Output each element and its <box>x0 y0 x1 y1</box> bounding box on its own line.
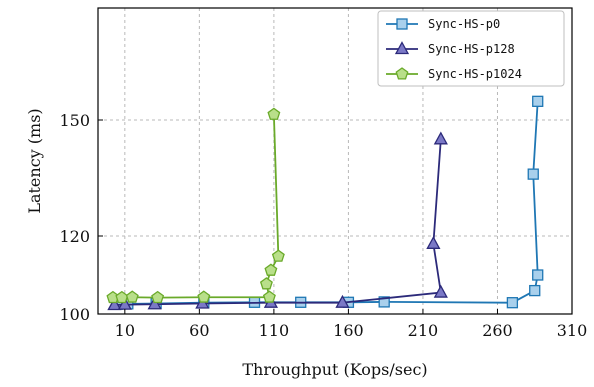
data-point <box>433 131 448 145</box>
data-point <box>107 297 122 311</box>
axis-ticks: 10 60 110 160 210 260 310 100 120 150 <box>59 111 587 340</box>
x-tick-label: 310 <box>557 321 588 340</box>
data-point <box>259 277 273 290</box>
x-tick-label: 110 <box>259 321 290 340</box>
legend-marker <box>394 41 410 55</box>
x-tick-label: 160 <box>333 321 364 340</box>
series-line <box>112 114 280 299</box>
data-point <box>433 284 448 298</box>
plot-frame <box>97 7 573 315</box>
y-tick-label: 150 <box>59 111 90 130</box>
legend: Sync-HS-p0 Sync-HS-p128 Sync-HS-p1024 <box>377 10 565 87</box>
y-tick-label: 120 <box>59 227 90 246</box>
x-tick-label: 10 <box>115 321 135 340</box>
series-line <box>117 101 539 306</box>
data-point <box>529 284 541 297</box>
data-series <box>106 95 544 311</box>
data-point <box>506 297 519 309</box>
data-point <box>378 296 390 308</box>
x-tick-label: 60 <box>189 321 209 340</box>
legend-label: Sync-HS-p0 <box>428 17 500 31</box>
y-tick-label: 100 <box>59 305 90 324</box>
series-sync-hs-p0 <box>111 95 544 310</box>
data-point <box>262 290 276 303</box>
y-axis-label: Latency (ms) <box>25 108 44 213</box>
data-point <box>527 168 539 180</box>
legend-marker <box>395 67 409 80</box>
legend-box <box>377 10 565 87</box>
data-point <box>335 294 350 308</box>
x-tick-label: 210 <box>408 321 439 340</box>
data-point <box>426 235 441 249</box>
series-sync-hs-p1024 <box>106 107 285 304</box>
data-point <box>125 290 139 303</box>
data-point <box>267 107 281 120</box>
data-point <box>151 290 165 304</box>
data-point <box>147 296 162 310</box>
data-point <box>532 95 544 107</box>
data-point <box>115 290 129 304</box>
legend-marker <box>396 18 408 30</box>
data-point <box>532 269 544 281</box>
legend-label: Sync-HS-p1024 <box>428 67 522 81</box>
data-point <box>264 263 278 276</box>
x-tick-label: 260 <box>482 321 513 340</box>
x-axis-label: Throughput (Kops/sec) <box>242 360 427 379</box>
legend-label: Sync-HS-p128 <box>428 42 515 56</box>
data-point <box>271 249 285 262</box>
data-point <box>197 290 211 303</box>
